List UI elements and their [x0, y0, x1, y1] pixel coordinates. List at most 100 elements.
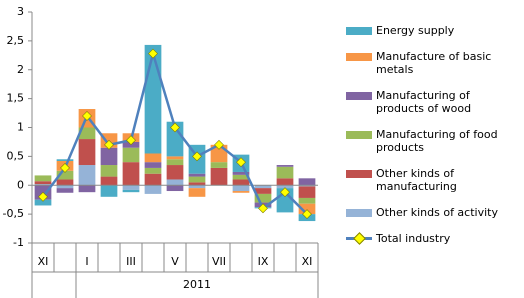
bar-segment — [34, 181, 52, 185]
y-tick-label: 1 — [17, 121, 24, 134]
bar-segment — [210, 167, 228, 186]
bar-segment — [78, 127, 96, 140]
bar-segment — [56, 170, 74, 180]
bar-segment — [144, 185, 162, 194]
bar-segment — [144, 167, 162, 174]
legend-item: Other kinds of manufacturing — [346, 167, 516, 193]
bar-segment — [100, 165, 118, 177]
bar-segment — [232, 171, 250, 175]
legend-item: Energy supply — [346, 24, 516, 37]
bar-segment — [34, 199, 52, 206]
legend-item: Manufacturing of food products — [346, 128, 516, 154]
line-marker — [302, 209, 312, 220]
legend-label: Manufacture of basic metals — [376, 50, 492, 76]
y-tick-label: 0,5 — [7, 149, 25, 162]
bar-segment — [210, 162, 228, 168]
bar-segment — [232, 185, 250, 192]
line-marker — [258, 203, 268, 214]
line-marker — [280, 187, 290, 198]
bar-segment — [188, 185, 206, 189]
bar-segment — [166, 165, 184, 180]
bar-segment — [188, 182, 206, 186]
y-tick-label: -0,5 — [3, 207, 24, 220]
y-tick-label: 0 — [17, 178, 24, 191]
x-tick-label: IX — [258, 255, 269, 268]
legend-label: Energy supply — [376, 24, 455, 37]
legend-item: Manufacture of basic metals — [346, 50, 516, 76]
bar-segment — [188, 173, 206, 177]
line-marker — [104, 139, 114, 150]
line-marker — [126, 135, 136, 146]
bar-segment — [298, 186, 316, 198]
legend-label: Manufacturing of food products — [376, 128, 498, 154]
line-marker — [170, 122, 180, 133]
legend-swatch — [346, 209, 372, 217]
bar-segment — [298, 197, 316, 204]
bar-segment — [122, 147, 140, 163]
bar-segment — [122, 185, 140, 190]
bar-segment — [166, 185, 184, 192]
y-tick-label: -1 — [13, 236, 24, 249]
legend-item: Total industry — [346, 232, 516, 245]
bar-segment — [298, 185, 316, 187]
y-tick-label: 1,5 — [7, 92, 25, 105]
legend-swatch — [346, 92, 372, 100]
bar-segment — [232, 179, 250, 186]
bar-segment — [100, 176, 118, 186]
legend-swatch — [346, 27, 372, 35]
bar-segment — [298, 203, 316, 215]
bar-segment — [122, 189, 140, 193]
legend: Energy supply Manufacture of basic metals… — [346, 24, 516, 258]
bar-segment — [78, 185, 96, 193]
line-marker — [82, 111, 92, 121]
bar-segment — [232, 174, 250, 180]
bar-segment — [122, 162, 140, 186]
line-marker — [236, 157, 246, 168]
line-marker — [214, 139, 224, 150]
bar-segment — [276, 166, 294, 179]
x-tick-label: VII — [212, 255, 226, 268]
bar-segment — [166, 159, 184, 166]
legend-label: Manufacturing of products of wood — [376, 89, 472, 115]
legend-label: Total industry — [376, 232, 451, 245]
y-tick-label: 3 — [17, 5, 24, 18]
legend-swatch — [346, 170, 372, 178]
legend-swatch — [346, 53, 372, 61]
line-marker — [148, 48, 158, 59]
bar-segment — [144, 44, 162, 154]
legend-label: Other kinds of manufacturing — [376, 167, 457, 193]
x-tick-label: I — [85, 255, 88, 268]
bar-segment — [78, 165, 96, 186]
bar-segment — [144, 173, 162, 186]
bar-segment — [56, 159, 74, 161]
bar-segment — [56, 185, 74, 189]
x-group-label: 2011 — [183, 278, 211, 291]
bar-segment — [276, 185, 294, 189]
bar-segment — [144, 153, 162, 163]
x-tick-label: XI — [302, 255, 313, 268]
bar-segment — [166, 121, 184, 157]
bar-segment — [254, 188, 272, 194]
legend-item: Other kinds of activity — [346, 206, 516, 219]
bar-segment — [232, 191, 250, 193]
x-tick-label: V — [171, 255, 179, 268]
bar-segment — [254, 185, 272, 189]
legend-item: Manufacturing of products of wood — [346, 89, 516, 115]
y-tick-label: 2,5 — [7, 34, 25, 47]
bar-segment — [78, 139, 96, 166]
legend-marker — [353, 232, 366, 245]
line-marker — [192, 151, 202, 162]
bar-segment — [166, 156, 184, 160]
legend-swatch — [346, 131, 372, 139]
bar-segment — [100, 147, 118, 166]
bar-segment — [56, 188, 74, 193]
bar-segment — [188, 188, 206, 197]
line-marker — [60, 163, 70, 173]
bar-segment — [56, 179, 74, 186]
bar-segment — [34, 175, 52, 182]
bar-segment — [34, 184, 52, 186]
x-tick-label: III — [126, 255, 136, 268]
bar-segment — [166, 179, 184, 186]
